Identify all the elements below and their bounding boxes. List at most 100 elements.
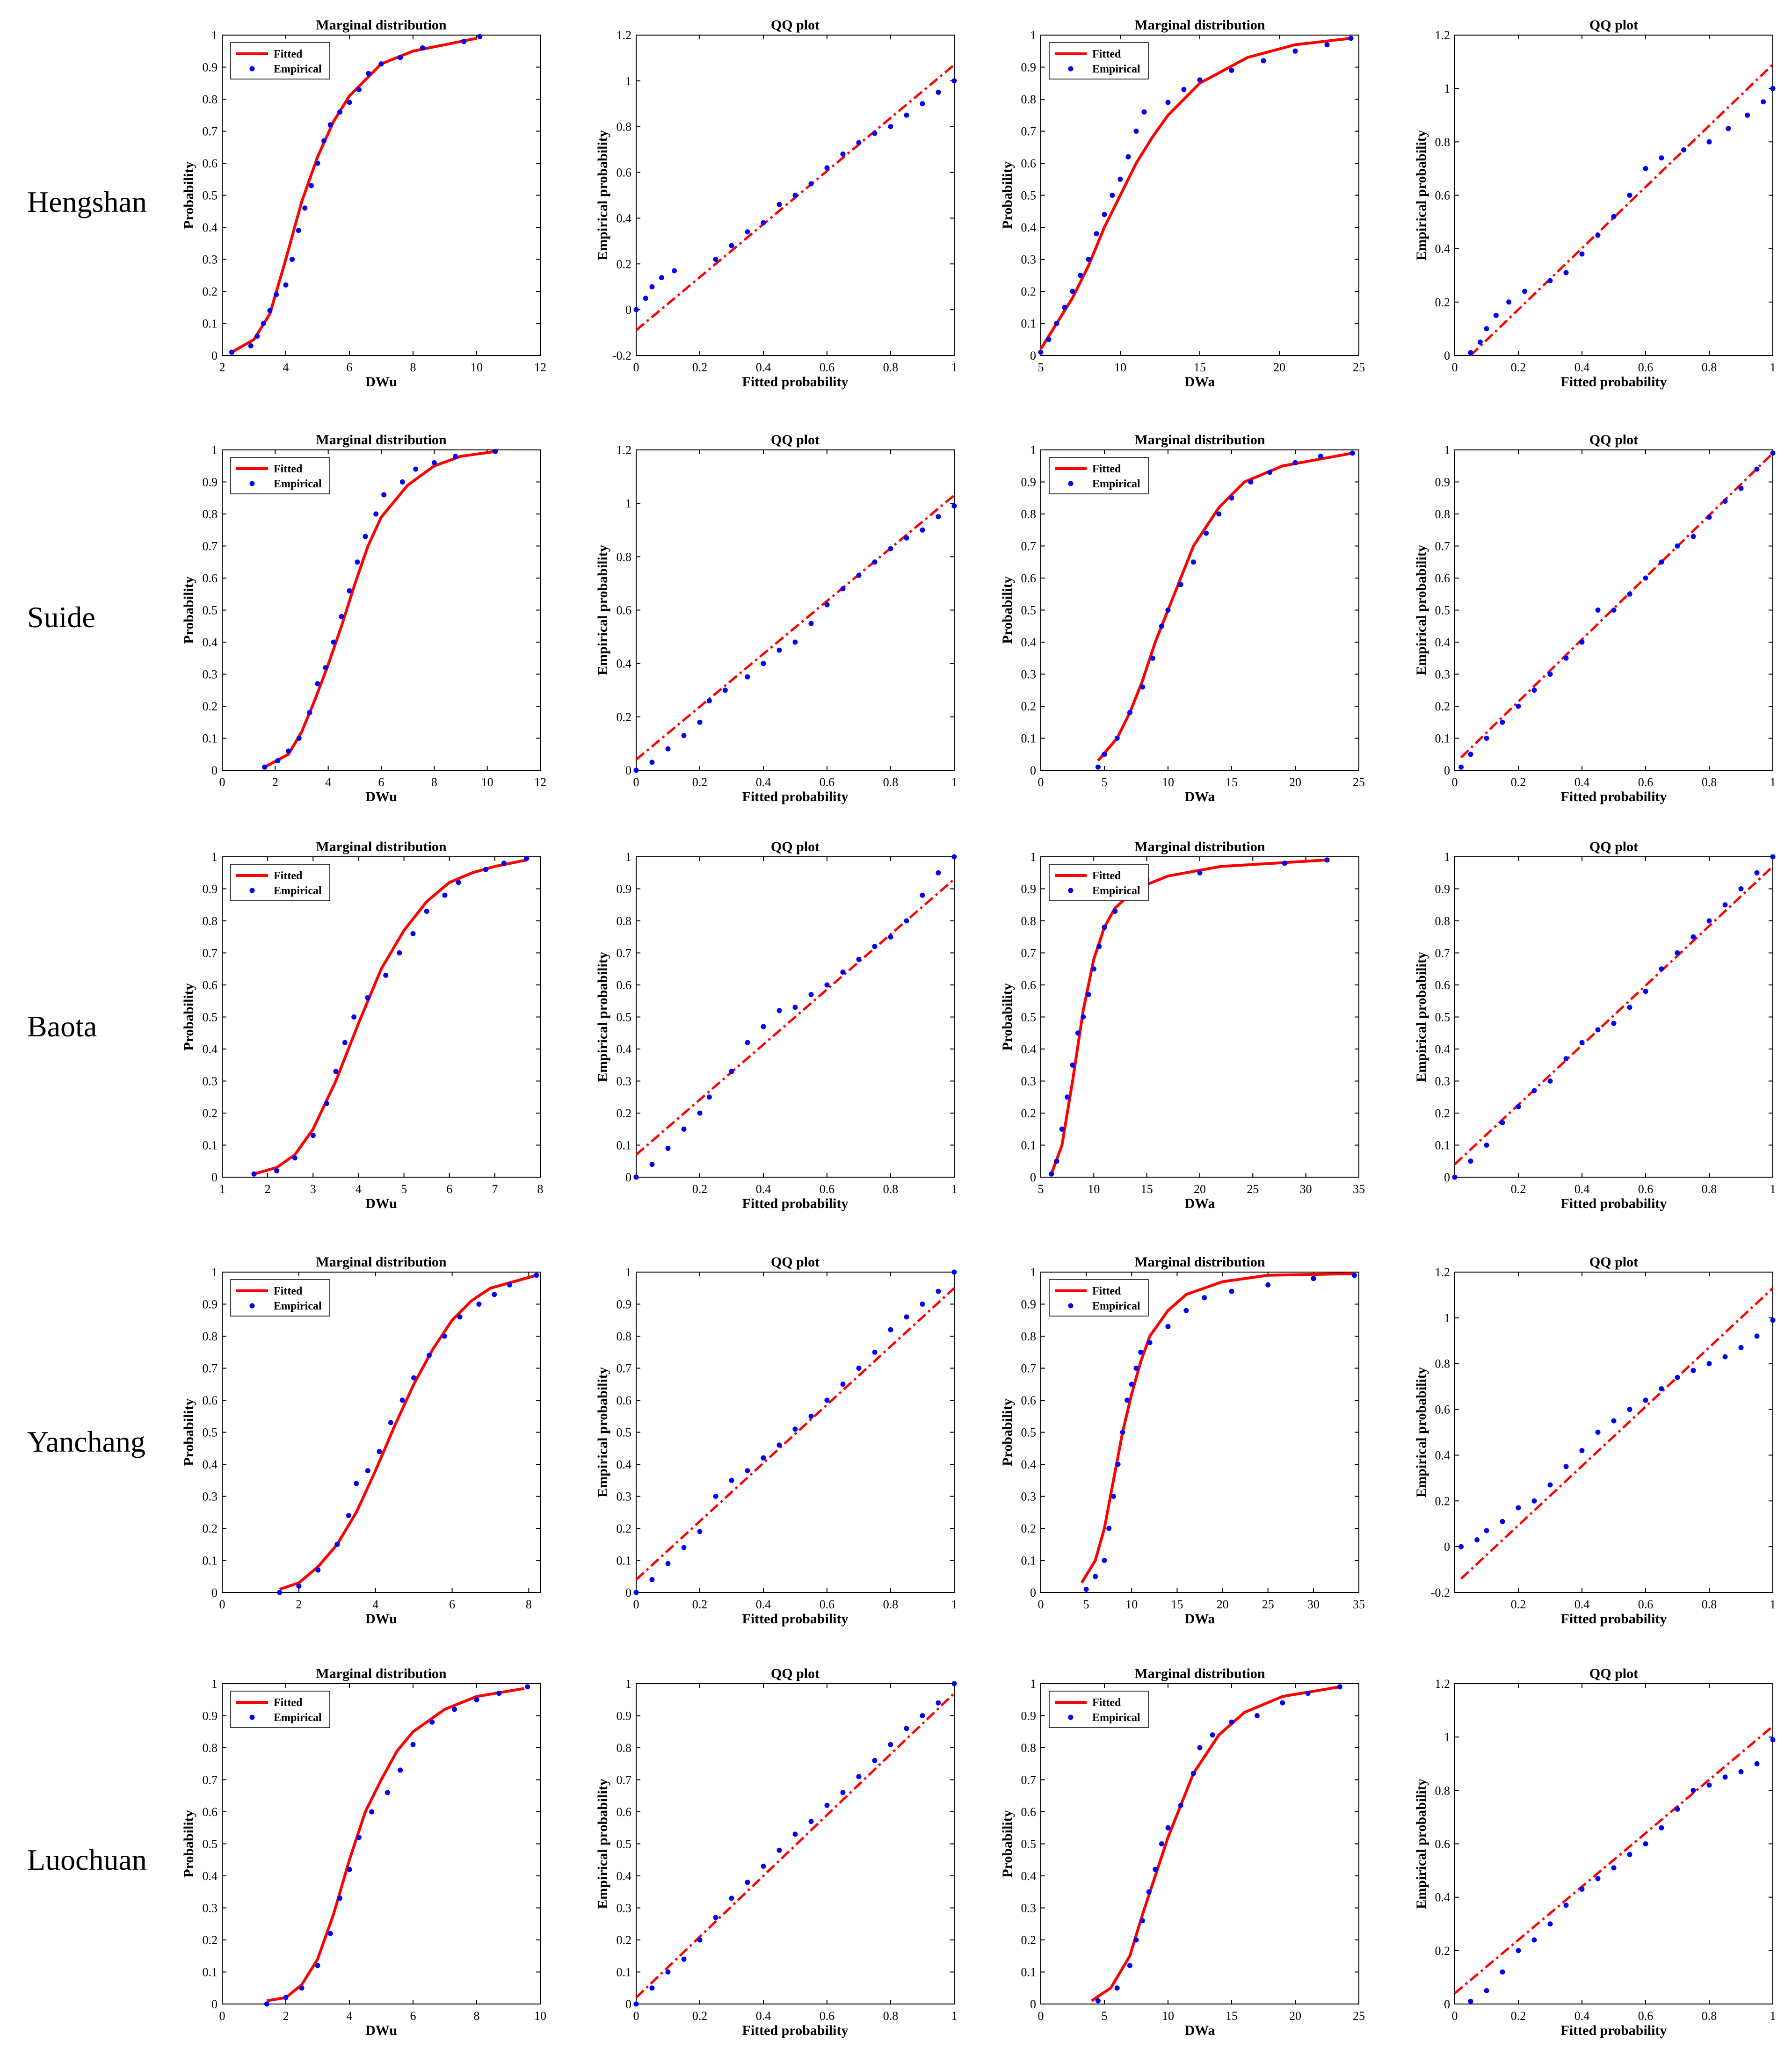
y-tick-label: 0.7: [1435, 540, 1451, 553]
empirical-point: [385, 1790, 391, 1795]
empirical-point: [315, 1567, 321, 1573]
empirical-point: [1147, 1340, 1153, 1346]
empirical-point: [633, 1590, 639, 1595]
y-tick-label: 0.4: [203, 636, 218, 649]
empirical-point: [1706, 1782, 1712, 1788]
x-tick-label: 0: [219, 775, 225, 789]
x-axis-label: Fitted probability: [742, 1196, 849, 1211]
empirical-point: [722, 687, 728, 693]
fitted-reference-line: [1460, 452, 1774, 759]
empirical-point: [1305, 1691, 1311, 1696]
y-tick-label: 1: [211, 850, 218, 864]
x-tick-label: 12: [534, 775, 546, 789]
x-tick-label: 6: [410, 2009, 416, 2023]
y-tick-label: 0.3: [1435, 668, 1451, 681]
y-tick-label: 0.6: [1021, 572, 1037, 585]
y-tick-label: 0.9: [617, 1298, 632, 1311]
empirical-point: [1563, 1056, 1569, 1062]
empirical-point: [745, 229, 750, 235]
legend-empirical-label: Empirical: [274, 478, 322, 490]
y-tick-label: 1: [1030, 443, 1036, 457]
y-tick-label: 0.8: [203, 1741, 218, 1755]
empirical-point: [951, 1269, 957, 1275]
y-tick-label: 1: [1444, 850, 1450, 864]
empirical-point: [420, 45, 425, 51]
x-tick-label: 0.8: [1702, 1182, 1717, 1196]
y-tick-label: 0.4: [1435, 636, 1451, 649]
y-axis-label: Empirical probability: [1414, 952, 1429, 1082]
chart-title: QQ plot: [771, 17, 820, 33]
y-tick-label: 0.8: [203, 507, 218, 521]
y-tick-label: 0.2: [1435, 1494, 1451, 1508]
y-axis-label: Empirical probability: [1414, 545, 1429, 675]
y-tick-label: 0: [1030, 764, 1036, 777]
plot-area: [1454, 35, 1773, 356]
chart-panel-yanchang-marginal-dwa: 0 5 10 15 20 25 30 35 0 0.1 0.2 0.3 0.4 0.5 0.6 0.7 0.8 0…: [1000, 1254, 1365, 1627]
empirical-point: [308, 183, 314, 188]
empirical-point: [1216, 511, 1222, 517]
empirical-point: [524, 855, 530, 861]
x-tick-label: 10: [1162, 2009, 1174, 2023]
empirical-point: [474, 1697, 479, 1702]
empirical-point: [1324, 42, 1330, 48]
y-tick-label: 0: [211, 1171, 218, 1184]
y-tick-label: 1.2: [1435, 1677, 1451, 1691]
empirical-point: [262, 764, 268, 770]
chart-panel-hengshan-qq-dwa: 0 0.2 0.4 0.6 0.8 1 0 0.2 0.4 0.6 0.8 1 1.2 QQ plot Fi…: [1414, 17, 1776, 390]
empirical-point: [1178, 582, 1183, 587]
y-tick-label: 0.8: [1435, 1784, 1451, 1797]
x-tick-label: 1: [951, 1182, 958, 1196]
y-tick-label: 0.7: [1021, 540, 1037, 553]
empirical-point: [808, 181, 814, 187]
empirical-point: [290, 257, 295, 262]
legend-fitted-label: Fitted: [1092, 870, 1121, 882]
y-tick-label: 0.6: [617, 1805, 632, 1819]
empirical-point: [321, 138, 327, 144]
y-tick-label: 0.6: [203, 978, 218, 992]
empirical-point: [1280, 1700, 1285, 1706]
x-tick-label: 30: [1300, 1182, 1312, 1196]
legend-box: [1049, 1279, 1149, 1317]
empirical-point: [1611, 608, 1617, 613]
chart-title: QQ plot: [1589, 432, 1638, 448]
empirical-point: [808, 1819, 814, 1824]
empirical-point: [936, 89, 941, 95]
y-tick-label: 0.4: [617, 657, 632, 671]
chart-title: Marginal distribution: [1134, 1666, 1265, 1681]
empirical-point: [1210, 1732, 1215, 1738]
plot-area: [1040, 449, 1359, 771]
empirical-point: [1659, 1386, 1664, 1391]
empirical-point: [633, 767, 639, 773]
y-tick-label: 0.3: [617, 1902, 632, 1915]
plot-area: [636, 1683, 955, 2004]
y-tick-label: 0.9: [203, 476, 218, 489]
empirical-point: [1348, 36, 1354, 41]
x-axis-label: DWu: [365, 2023, 397, 2038]
x-tick-label: 10: [534, 2009, 546, 2023]
chart-panel-baota-marginal-dwa: 5 10 15 20 25 30 35 0 0.1 0.2 0.3 0.4 0.5 0.6 0.7 0.8 0.…: [1000, 839, 1365, 1211]
x-tick-label: 15: [1141, 1182, 1153, 1196]
y-tick-label: 0.1: [1021, 1139, 1037, 1152]
y-axis-label: Empirical probability: [595, 545, 610, 675]
empirical-point: [1484, 1528, 1489, 1534]
empirical-point: [1102, 212, 1107, 217]
empirical-point: [872, 130, 878, 136]
y-tick-label: 0.5: [1435, 604, 1451, 617]
y-tick-label: 0.6: [1021, 157, 1037, 170]
x-axis-label: Fitted probability: [1561, 789, 1667, 804]
empirical-point: [713, 1494, 718, 1499]
empirical-point: [761, 661, 766, 666]
empirical-point: [1141, 109, 1147, 115]
empirical-point: [1159, 623, 1164, 629]
empirical-point: [776, 1442, 782, 1448]
chart-title: Marginal distribution: [316, 839, 447, 854]
fitted-reference-line: [635, 1692, 955, 1999]
y-tick-label: 0.4: [617, 1458, 632, 1471]
empirical-point: [1611, 1020, 1617, 1026]
x-axis-label: Fitted probability: [1561, 2023, 1667, 2038]
empirical-point: [1054, 1158, 1059, 1164]
empirical-point: [1093, 1574, 1098, 1579]
y-tick-label: 0.7: [617, 947, 632, 960]
x-tick-label: 1: [951, 2009, 958, 2023]
legend-empirical-swatch: [1068, 1715, 1074, 1720]
